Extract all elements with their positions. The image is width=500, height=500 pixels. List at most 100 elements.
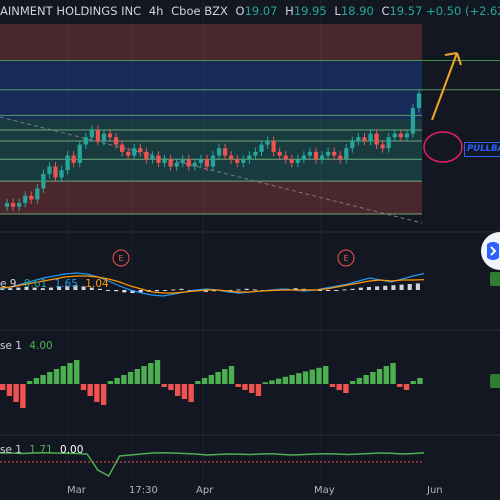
candle-body — [71, 155, 76, 163]
macd-histogram-bar — [65, 285, 70, 290]
macd-histogram-bar — [32, 287, 37, 290]
scroll-right-button[interactable] — [481, 232, 500, 270]
momentum-bar — [235, 384, 241, 387]
candle-body — [416, 93, 422, 109]
timeframe[interactable]: 4h — [148, 4, 164, 18]
pullback-tag[interactable]: PULLBA — [464, 142, 500, 157]
symbol-name[interactable]: AINMENT HOLDINGS INC — [0, 4, 142, 18]
momentum-bar — [94, 384, 100, 402]
candle-body — [247, 155, 252, 160]
macd-histogram-bar — [383, 285, 388, 290]
highlight-circle — [423, 131, 463, 163]
momentum-legend: se 1 4.00 — [0, 340, 57, 352]
candle-body — [356, 137, 361, 141]
candle-body — [404, 133, 409, 138]
candles — [4, 89, 422, 212]
price-zone — [0, 24, 422, 61]
candle-body — [65, 155, 70, 171]
candle-body — [180, 159, 185, 163]
oscillator-name[interactable]: se 1 — [0, 444, 22, 456]
macd-histogram-bar — [244, 288, 249, 290]
event-marker[interactable]: E — [112, 249, 130, 267]
macd-name[interactable]: e 9 — [0, 278, 17, 290]
macd-histogram-bar — [171, 289, 176, 291]
momentum-bar — [181, 384, 188, 399]
momentum-bar — [87, 384, 93, 396]
macd-histogram-bar — [391, 285, 396, 290]
candle-body — [265, 140, 270, 145]
x-tick-label: 17:30 — [129, 485, 158, 496]
macd-side-tag[interactable] — [490, 272, 500, 286]
momentum-bar — [201, 378, 208, 384]
macd-histogram-bar — [252, 289, 257, 291]
momentum-bar — [141, 366, 147, 384]
candle-body — [126, 151, 131, 156]
candle-body — [53, 166, 58, 178]
momentum-bar — [33, 378, 40, 384]
momentum-bar — [100, 384, 107, 405]
candle-body — [338, 155, 343, 160]
macd-histogram-bar — [130, 290, 135, 293]
x-tick-label: Jun — [427, 485, 443, 496]
macd-histogram-bar — [40, 288, 45, 290]
symbol-header: AINMENT HOLDINGS INC 4h Cboe BZX O19.07 … — [0, 4, 500, 24]
x-tick-label: Apr — [196, 485, 214, 496]
event-marker-label: E — [118, 254, 123, 263]
momentum-bar — [208, 375, 215, 384]
candle-body — [289, 159, 294, 163]
momentum-bar — [356, 378, 363, 384]
macd-histogram-bar — [154, 290, 159, 292]
candle-body — [17, 203, 22, 207]
macd-histogram-bar — [415, 283, 420, 290]
event-marker[interactable]: E — [337, 249, 355, 267]
candle-body — [362, 137, 367, 141]
macd-histogram-bar — [326, 290, 331, 291]
oscillator-pane — [0, 452, 425, 478]
candle-body — [398, 133, 403, 138]
candle-body — [186, 159, 191, 167]
momentum-bar — [397, 384, 403, 387]
momentum-bar — [0, 384, 6, 390]
momentum-side-tag[interactable] — [490, 374, 500, 388]
candle-body — [156, 155, 161, 163]
oscillator-value-2: 0.00 — [60, 444, 84, 456]
candle-body — [374, 133, 379, 145]
trend-line — [0, 116, 423, 224]
macd-histogram-bar — [407, 284, 412, 290]
candle-body — [168, 159, 173, 167]
candle-body — [132, 148, 137, 156]
macd-histogram-bar — [73, 285, 78, 290]
macd-histogram-bar — [399, 284, 404, 290]
momentum-value: 4.00 — [29, 340, 53, 352]
macd-histogram-bar — [187, 290, 192, 291]
candle-body — [301, 155, 306, 160]
momentum-bar — [148, 363, 154, 384]
momentum-name[interactable]: se 1 — [0, 340, 22, 352]
candle-body — [277, 151, 282, 156]
x-tick-label: Mar — [67, 485, 86, 496]
candle-body — [29, 195, 34, 200]
oscillator-value: 1.71 — [29, 444, 53, 456]
momentum-bar — [6, 384, 13, 396]
low-value: 18.90 — [340, 4, 374, 18]
momentum-bar — [376, 369, 383, 384]
macd-histogram-bar — [358, 287, 363, 290]
candle-body — [210, 155, 216, 167]
macd-histogram-bar — [203, 290, 208, 292]
momentum-bar — [383, 366, 390, 384]
close-value: 19.57 — [389, 4, 423, 18]
momentum-bar — [255, 384, 262, 396]
candle-body — [222, 148, 228, 156]
candle-body — [319, 155, 325, 160]
momentum-bar — [195, 381, 201, 384]
candle-body — [35, 188, 40, 200]
momentum-bar — [60, 366, 66, 384]
chevron-right-icon — [487, 242, 499, 260]
macd-histogram-bar — [366, 287, 371, 290]
candle-body — [229, 155, 234, 160]
candle-body — [216, 148, 222, 156]
macd-histogram-bar — [97, 288, 102, 290]
change-value: +0.50 (+2.62%) — [426, 4, 500, 18]
macd-histogram-bar — [89, 287, 94, 290]
